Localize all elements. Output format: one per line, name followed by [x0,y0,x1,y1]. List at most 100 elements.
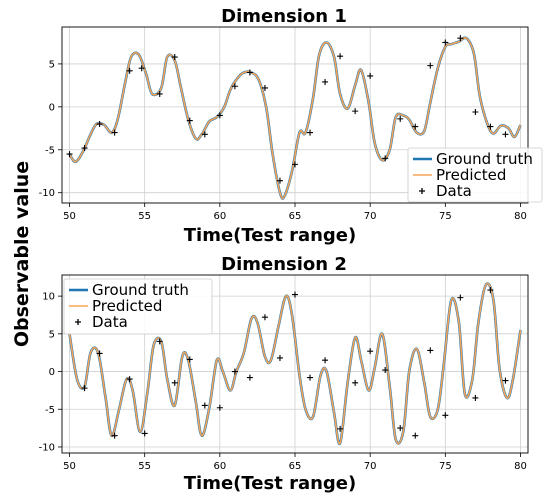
y-tick-label: -5 [45,145,55,156]
x-tick-label: 55 [138,211,151,222]
y-tick-label: -5 [45,405,55,416]
legend-box [407,147,543,203]
data-point-marker [322,357,329,364]
x-tick-label: 80 [514,211,527,222]
data-point-marker [412,123,419,130]
data-point-marker [138,65,145,72]
x-tick-label: 60 [213,211,226,222]
data-point-marker [502,131,509,138]
data-point-marker [156,338,163,345]
data-point-marker [246,69,253,76]
x-tick-label: 50 [63,461,76,472]
plot-area [66,35,522,200]
data-point-marker [186,117,193,124]
y-tick-label: 10 [42,292,55,303]
data-point-marker [292,291,298,298]
y-tick-label: 5 [49,329,55,340]
data-point-marker [382,367,389,374]
x-tick-label: 75 [439,211,452,222]
data-point-marker [382,155,389,162]
data-point-marker [126,67,133,74]
data-point-marker [352,108,359,115]
data-point-marker [111,129,118,136]
data-point-marker [292,161,298,168]
x-tick-label: 70 [364,211,377,222]
data-point-marker [96,350,103,357]
axes: 50 55 60 65 70 75 80 -10 -5 0 5 [39,26,529,222]
y-tick-label: 0 [49,367,55,378]
y-axis-label: Observable value [11,161,33,347]
legend-label: Predicted [436,166,506,184]
data-point-marker [81,385,88,392]
x-axis-label: Time(Test range) [184,473,356,494]
data-point-marker [307,129,314,136]
x-tick-label: 55 [138,461,151,472]
data-point-marker [457,35,464,42]
data-point-marker [502,377,509,384]
legend-label: Ground truth [92,281,189,299]
data-point-marker [412,432,419,439]
chart-panel-dimension-1: Dimension 1 50 55 60 65 70 75 80 -10 -5 0 5 Ground… [39,6,543,246]
legend-label: Predicted [92,297,162,315]
data-point-marker [427,347,434,354]
data-point-marker [261,314,268,321]
data-point-marker [141,430,148,437]
series-line-predicted [68,36,522,200]
data-point-marker [231,83,238,90]
data-point-marker [337,425,344,432]
data-point-marker [472,394,479,401]
legend-swatch [419,188,425,194]
data-point-marker [96,121,103,128]
legend-label: Data [92,313,128,331]
x-tick-label: 60 [213,461,226,472]
data-point-marker [111,432,118,439]
y-tick-label: -10 [39,188,55,199]
y-tick-label: 0 [49,102,55,113]
data-point-marker [397,425,404,432]
plot-area [68,282,522,446]
x-axis-label: Time(Test range) [184,225,356,246]
x-tick-label: 80 [514,461,527,472]
x-tick-label: 50 [63,211,76,222]
y-tick-label: 5 [49,59,55,70]
chart-title: Dimension 1 [221,6,347,27]
y-tick-label: -10 [39,442,55,453]
data-point-marker [307,374,314,381]
x-tick-label: 75 [439,461,452,472]
data-point-marker [442,39,449,46]
data-point-marker [171,54,178,61]
x-tick-label: 70 [364,461,377,472]
data-point-marker [442,412,449,419]
data-point-marker [216,112,223,119]
axes: 50 55 60 65 70 75 80 -10 -5 0 5 10 [39,274,529,472]
chart-title: Dimension 2 [221,254,347,275]
data-point-marker [276,177,283,184]
data-point-marker [186,356,193,363]
data-point-marker [337,53,344,60]
data-point-marker [126,376,133,383]
x-tick-label: 65 [289,211,302,222]
data-point-marker [367,72,374,79]
data-point-marker [352,379,359,386]
data-point-marker [322,78,329,85]
data-point-marker [427,62,434,69]
legend-label: Ground truth [436,150,533,168]
data-point-marker [201,131,208,138]
data-point-marker [156,90,163,97]
data-point-marker [66,151,73,158]
chart-panel-dimension-2: Dimension 2 50 55 60 65 70 75 80 -10 -5 0 5 10 Grou… [39,254,529,494]
data-point-marker [171,379,178,386]
data-point-marker [457,294,464,301]
x-tick-label: 65 [289,461,302,472]
legend-box [63,278,213,335]
data-point-marker [367,348,374,355]
legend-swatch [75,319,81,325]
data-point-marker [276,354,283,361]
data-point-marker [261,84,268,91]
data-point-marker [81,145,88,152]
data-point-marker [397,115,404,122]
data-point-marker [231,368,238,375]
